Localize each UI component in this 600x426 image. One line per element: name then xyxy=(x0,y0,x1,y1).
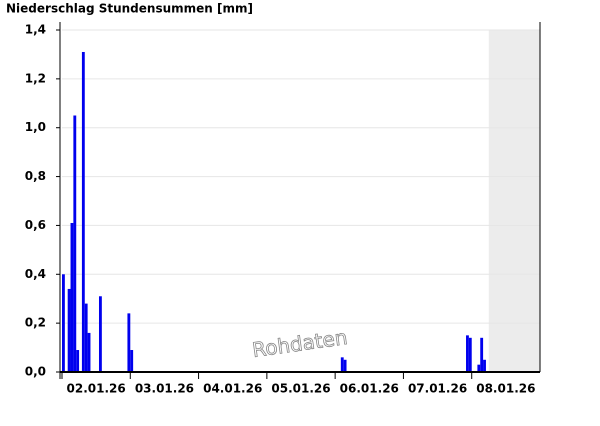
bar xyxy=(67,288,71,372)
bar xyxy=(468,337,472,372)
x-tick-label: 04.01.26 xyxy=(203,382,262,396)
bar xyxy=(477,364,481,372)
bar xyxy=(81,51,85,372)
x-tick-label: 02.01.26 xyxy=(67,382,126,396)
bar xyxy=(84,303,88,372)
bar xyxy=(466,335,469,372)
bar xyxy=(483,359,486,372)
chart-title: Niederschlag Stundensummen [mm] xyxy=(6,2,253,16)
y-tick-label: 0,6 xyxy=(25,218,46,232)
y-tick-label: 0,0 xyxy=(25,365,46,379)
y-tick-label: 0,2 xyxy=(25,316,46,330)
x-tick-label: 06.01.26 xyxy=(340,382,399,396)
bar xyxy=(343,359,347,372)
x-tick-label: 07.01.26 xyxy=(408,382,467,396)
bar xyxy=(70,222,74,372)
bar xyxy=(87,332,91,372)
y-tick-label: 0,4 xyxy=(25,267,46,281)
bar xyxy=(130,350,134,372)
bar xyxy=(98,296,102,372)
x-tick-label: 08.01.26 xyxy=(476,382,535,396)
y-tick-label: 1,2 xyxy=(25,71,46,85)
x-tick-label: 05.01.26 xyxy=(271,382,330,396)
watermark: Rohdaten xyxy=(251,325,349,362)
bar xyxy=(73,115,77,372)
x-tick-label: 03.01.26 xyxy=(135,382,194,396)
future-shade xyxy=(488,30,540,372)
bar xyxy=(340,357,344,372)
y-tick-label: 1,4 xyxy=(25,23,46,37)
bar xyxy=(127,313,131,372)
y-tick-label: 0,8 xyxy=(25,169,46,183)
bar xyxy=(480,337,484,372)
bar xyxy=(76,350,80,372)
y-tick-label: 1,0 xyxy=(25,120,46,134)
bar xyxy=(62,274,65,372)
